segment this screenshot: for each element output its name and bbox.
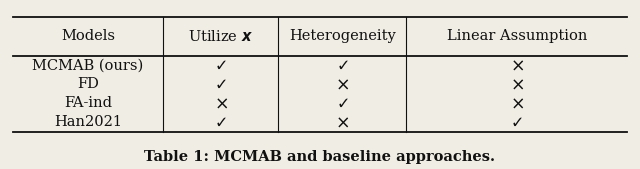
Text: $\checkmark$: $\checkmark$ — [214, 77, 227, 92]
Text: FD: FD — [77, 77, 99, 91]
Text: $\times$: $\times$ — [335, 113, 349, 131]
Text: $\checkmark$: $\checkmark$ — [336, 96, 349, 111]
Text: $\checkmark$: $\checkmark$ — [511, 115, 523, 130]
Text: Han2021: Han2021 — [54, 115, 122, 129]
Text: $\times$: $\times$ — [214, 94, 228, 112]
Text: FA-ind: FA-ind — [64, 96, 112, 110]
Text: $\checkmark$: $\checkmark$ — [214, 58, 227, 73]
Text: $\times$: $\times$ — [509, 56, 524, 74]
Text: Heterogeneity: Heterogeneity — [289, 29, 396, 43]
Text: Linear Assumption: Linear Assumption — [447, 29, 587, 43]
Text: $\times$: $\times$ — [335, 75, 349, 93]
Text: Utilize $\mathbfit{x}$: Utilize $\mathbfit{x}$ — [188, 29, 253, 44]
Text: $\checkmark$: $\checkmark$ — [336, 58, 349, 73]
Text: $\checkmark$: $\checkmark$ — [214, 115, 227, 130]
Text: Table 1: MCMAB and baseline approaches.: Table 1: MCMAB and baseline approaches. — [145, 150, 495, 164]
Text: $\times$: $\times$ — [509, 75, 524, 93]
Text: $\times$: $\times$ — [509, 94, 524, 112]
Text: MCMAB (ours): MCMAB (ours) — [33, 58, 143, 72]
Text: Models: Models — [61, 29, 115, 43]
